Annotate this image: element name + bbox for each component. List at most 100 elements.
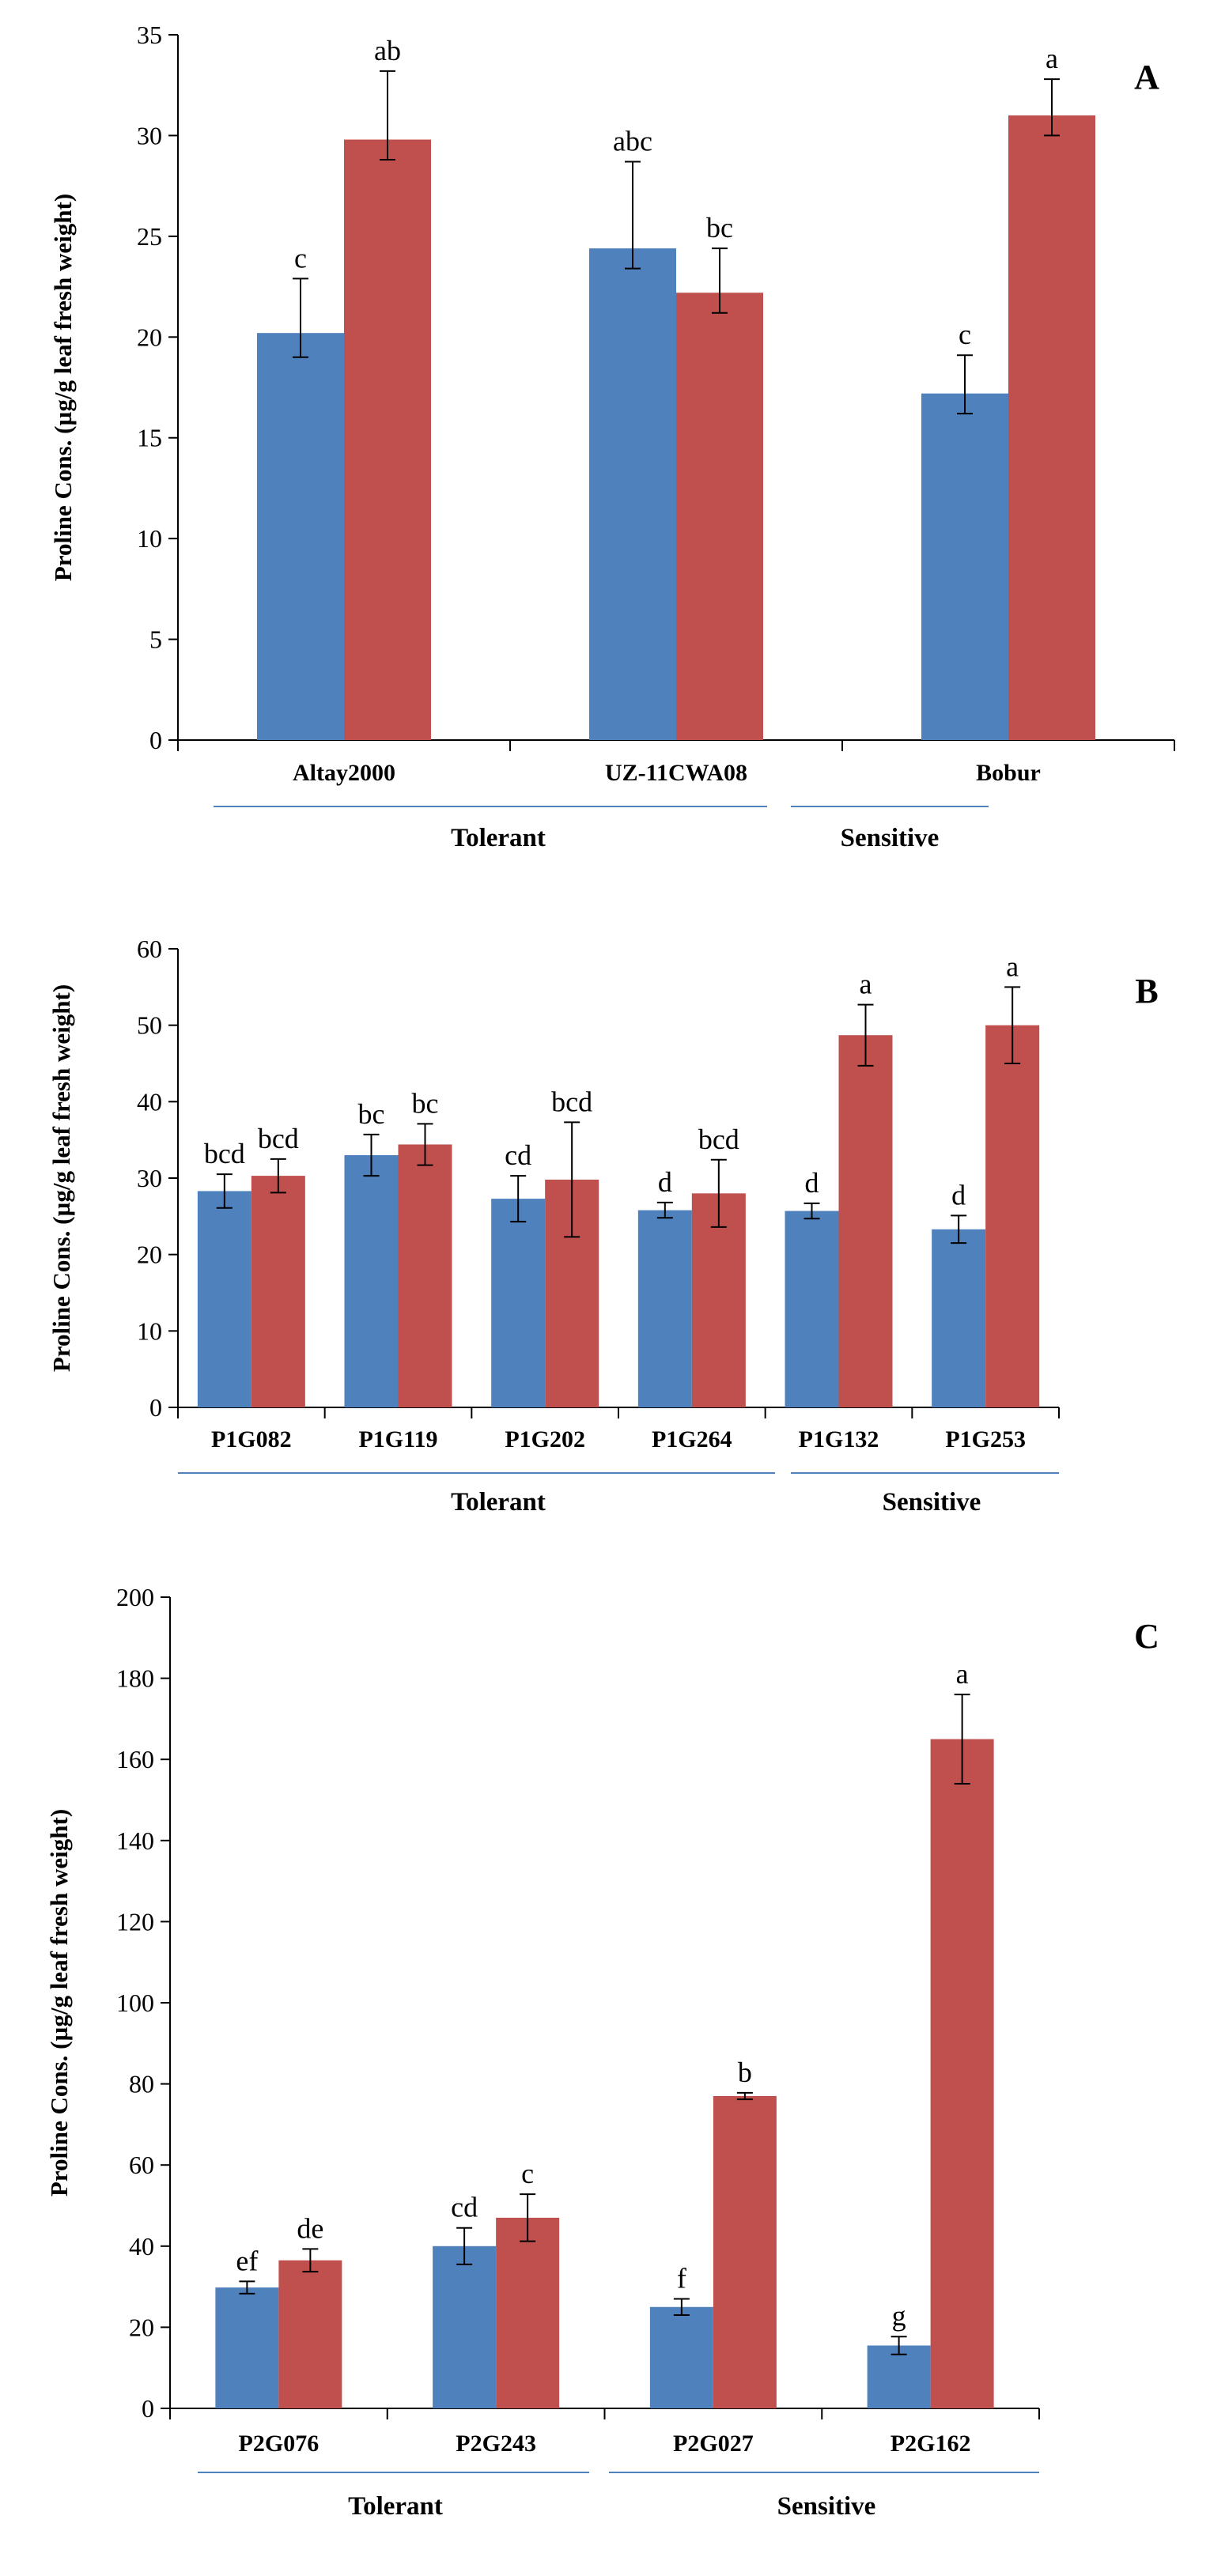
y-tick-label: 10 [137,524,162,553]
category-label: P1G264 [652,1426,732,1452]
category-label: P2G162 [890,2431,971,2457]
significance-letter: bc [358,1098,385,1130]
y-tick-label: 20 [137,323,162,351]
significance-letter: a [1006,950,1019,982]
bar-series-1 [637,1210,692,1407]
significance-letter: a [956,1658,969,1690]
chart-panel-b: 0 10 20 30 40 50 60 Proline Cons. (µg/g leaf fr… [47,935,1159,1517]
y-tick-label: 160 [116,1745,154,1773]
y-tick-label: 20 [137,1241,162,1269]
significance-letter: bc [706,212,733,244]
y-axis-title: Proline Cons. (µg/g leaf fresh weight) [47,984,75,1372]
y-tick-label: 140 [116,1826,154,1855]
bar-series-1 [649,2306,713,2408]
y-tick-label: 30 [137,121,162,149]
category-label: P1G082 [211,1426,292,1452]
y-tick-label: 0 [149,726,162,754]
y-tick-label: 15 [137,424,162,452]
y-tick-label: 40 [129,2232,154,2261]
bar-series-2 [676,293,763,740]
group-label: Sensitive [883,1488,981,1517]
bar-series-1 [867,2345,931,2408]
bar-series-2 [1008,115,1095,740]
bar-series-1 [785,1211,839,1407]
bar-series-1 [491,1199,546,1407]
y-tick-label: 120 [116,1907,154,1936]
significance-letter: b [738,2057,752,2088]
significance-letter: c [959,319,971,350]
significance-letter: bcd [698,1124,739,1155]
bar-series-2 [985,1025,1040,1407]
panel-label: B [1135,972,1158,1010]
category-label: P2G027 [673,2431,754,2457]
bar-series-1 [257,333,344,740]
significance-letter: d [658,1166,672,1198]
bar-series-2 [838,1035,893,1407]
group-label: Tolerant [451,1488,546,1517]
category-label: P1G202 [505,1426,585,1452]
bar-series-2 [398,1144,452,1407]
bar-series-2 [496,2217,560,2408]
significance-letter: ef [236,2245,258,2276]
category-label: Altay2000 [293,760,395,786]
y-tick-label: 30 [137,1164,162,1192]
significance-letter: f [677,2262,686,2294]
bar-series-2 [251,1176,305,1407]
significance-letter: a [1046,43,1058,74]
significance-letter: cd [505,1139,531,1171]
significance-letter: d [805,1167,819,1199]
bar-series-1 [344,1155,399,1407]
y-tick-label: 60 [137,935,162,963]
chart-panel-a: 0 5 10 15 20 25 30 35 Proline Cons. (µg/g leaf f… [49,21,1175,852]
group-label: Tolerant [348,2492,443,2521]
y-tick-label: 80 [129,2070,154,2098]
group-label: Sensitive [841,824,940,852]
significance-letter: bcd [204,1138,245,1169]
category-label: P2G076 [239,2431,320,2457]
bar-series-1 [215,2287,279,2408]
significance-letter: abc [613,126,652,157]
y-tick-label: 40 [137,1087,162,1116]
y-axis-title: Proline Cons. (µg/g leaf fresh weight) [45,1809,73,2196]
category-label: P1G132 [799,1426,879,1452]
y-tick-label: 180 [116,1664,154,1693]
bar-series-1 [921,393,1008,740]
panel-label: A [1134,58,1159,96]
significance-letter: c [521,2158,534,2189]
y-tick-label: 10 [137,1316,162,1345]
y-tick-label: 20 [129,2313,154,2341]
y-tick-label: 0 [149,1393,162,1422]
y-tick-label: 60 [129,2151,154,2179]
panel-label: C [1134,1617,1159,1656]
bar-series-2 [278,2260,342,2408]
bar-series-1 [589,248,676,740]
significance-letter: c [294,242,307,274]
y-tick-label: 0 [142,2394,154,2423]
significance-letter: ab [374,35,401,66]
category-label: Bobur [976,760,1041,786]
chart-panel-c: 0 20 40 60 80 100 120 140 160 180 200 Proline Cons.… [45,1583,1159,2521]
significance-letter: bc [412,1087,439,1119]
bar-series-1 [433,2246,497,2408]
bar-series-2 [713,2095,777,2408]
group-label: Sensitive [777,2492,876,2521]
group-label: Tolerant [451,824,546,852]
y-tick-label: 50 [137,1011,162,1040]
significance-letter: bcd [258,1123,299,1154]
y-tick-label: 200 [116,1583,154,1611]
significance-letter: g [892,2300,906,2332]
y-tick-label: 5 [149,625,162,654]
significance-letter: a [860,969,872,1000]
category-label: P2G243 [456,2431,536,2457]
category-label: P1G119 [358,1426,437,1452]
y-tick-label: 100 [116,1989,154,2017]
significance-letter: cd [451,2192,478,2223]
bar-series-2 [344,139,431,741]
y-axis-title: Proline Cons. (µg/g leaf fresh weight) [49,194,77,581]
significance-letter: de [297,2212,323,2244]
y-tick-label: 35 [137,21,162,49]
significance-letter: d [951,1179,966,1211]
significance-letter: bcd [551,1086,592,1117]
bar-series-2 [930,1739,994,2408]
